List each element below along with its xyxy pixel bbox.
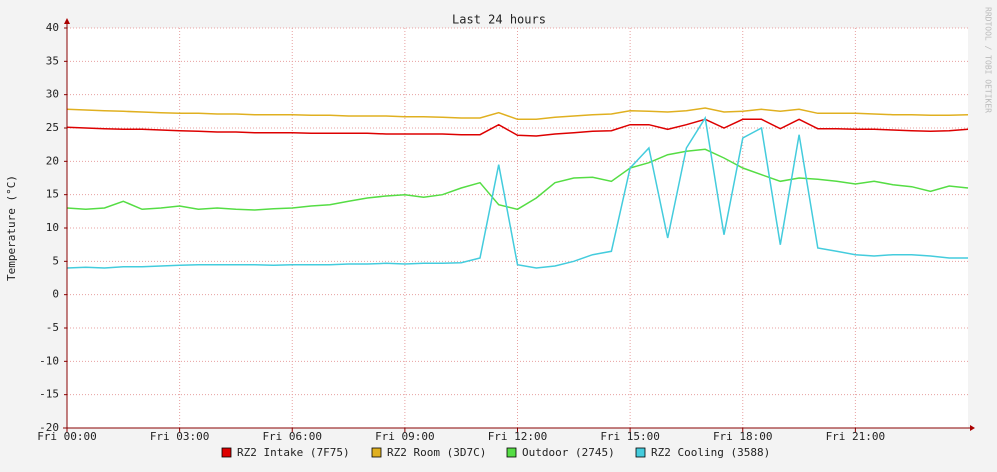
watermark: RRDTOOL / TOBI OETIKER xyxy=(984,7,993,113)
legend-swatch xyxy=(221,447,232,458)
legend-label: Outdoor (2745) xyxy=(522,446,615,459)
x-tick-label: Fri 06:00 xyxy=(262,430,322,443)
y-tick-label: 15 xyxy=(46,188,59,201)
series-line xyxy=(66,148,969,211)
x-tick-label: Fri 15:00 xyxy=(600,430,660,443)
x-tick-label: Fri 00:00 xyxy=(37,430,97,443)
y-tick-label: 20 xyxy=(46,154,59,167)
legend-swatch xyxy=(371,447,382,458)
y-tick-label: -5 xyxy=(46,321,59,334)
legend-swatch xyxy=(635,447,646,458)
y-tick-label: 35 xyxy=(46,54,59,67)
series-line xyxy=(66,107,969,121)
y-tick-label: 40 xyxy=(46,21,59,34)
x-tick-label: Fri 21:00 xyxy=(826,430,886,443)
chart-title: Last 24 hours xyxy=(452,13,546,27)
grid xyxy=(66,27,968,429)
y-tick-label: -15 xyxy=(39,388,59,401)
y-arrow xyxy=(64,18,70,24)
y-axis-label: Temperature (°C) xyxy=(5,175,18,281)
y-tick-label: 25 xyxy=(46,121,59,134)
legend-label: RZ2 Intake (7F75) xyxy=(237,446,350,459)
lines xyxy=(66,107,969,269)
x-tick-label: Fri 18:00 xyxy=(713,430,773,443)
legend-swatch xyxy=(506,447,517,458)
x-tick-label: Fri 03:00 xyxy=(150,430,210,443)
y-tick-label: -10 xyxy=(39,354,59,367)
x-arrow xyxy=(970,425,975,431)
x-tick-label: Fri 12:00 xyxy=(488,430,548,443)
y-tick-label: 10 xyxy=(46,221,59,234)
legend-label: RZ2 Cooling (3588) xyxy=(651,446,770,459)
y-tick-label: 0 xyxy=(52,288,59,301)
legend-label: RZ2 Room (3D7C) xyxy=(387,446,486,459)
y-tick-label: 30 xyxy=(46,88,59,101)
y-tick-label: 5 xyxy=(52,254,59,267)
y-tick-label: -20 xyxy=(39,421,59,434)
x-tick-label: Fri 09:00 xyxy=(375,430,435,443)
series-line xyxy=(66,118,969,137)
series-line xyxy=(66,115,968,269)
